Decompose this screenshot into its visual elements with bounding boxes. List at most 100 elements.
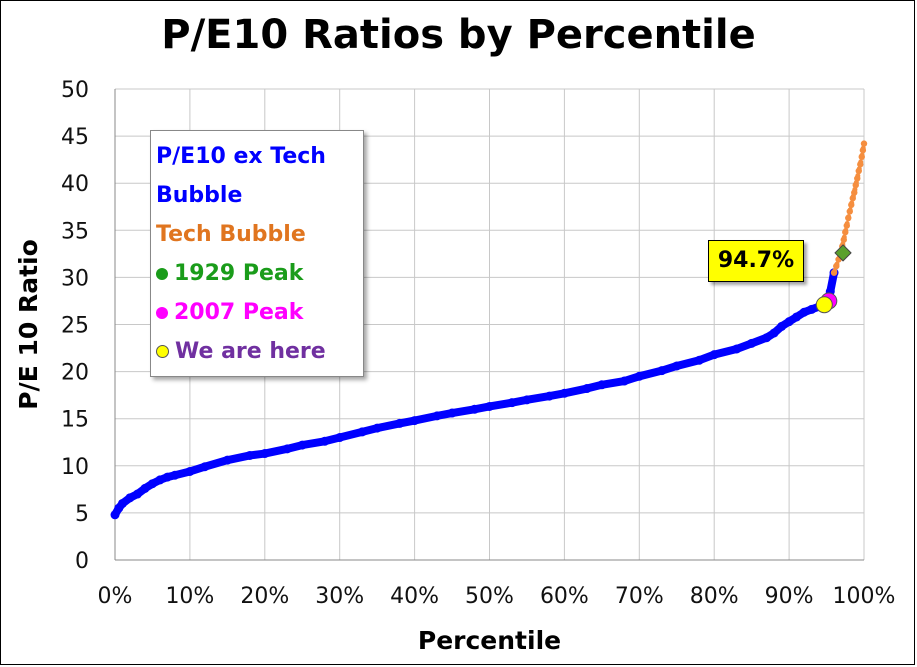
data-point: [507, 398, 517, 408]
data-point: [845, 214, 852, 222]
data-point: [859, 147, 867, 154]
data-point: [846, 208, 853, 215]
data-point: [335, 433, 345, 443]
data-point: [619, 376, 629, 386]
data-point: [848, 201, 855, 209]
y-tick-label: 50: [61, 78, 89, 103]
data-point: [747, 338, 757, 348]
data-point: [470, 404, 480, 414]
data-point: [410, 416, 420, 426]
data-point: [485, 401, 494, 411]
data-point: [833, 262, 840, 270]
legend-label-1929: 1929 Peak: [174, 261, 304, 286]
x-tick-label: 70%: [615, 584, 664, 609]
data-point: [852, 181, 859, 189]
x-tick-label: 50%: [465, 584, 514, 609]
legend-entry-2007: 2007 Peak: [156, 293, 363, 332]
x-axis-title: Percentile: [418, 626, 561, 655]
x-tick-label: 60%: [540, 584, 589, 609]
data-point: [807, 304, 817, 314]
data-point: [117, 498, 127, 508]
legend-entry-tech-bubble: Tech Bubble: [156, 215, 363, 254]
legend-entry-ex-tech: P/E10 ex Tech: [156, 137, 363, 176]
y-tick-label: 35: [61, 219, 89, 244]
peak-1929-marker: [834, 244, 852, 262]
y-tick-label: 40: [61, 172, 89, 197]
legend-label-tech-bubble: Tech Bubble: [156, 222, 306, 247]
x-tick-label: 100%: [833, 584, 896, 609]
data-point: [843, 222, 850, 229]
data-point: [170, 470, 180, 480]
data-point: [559, 388, 569, 398]
chart-title: P/E10 Ratios by Percentile: [161, 12, 756, 58]
data-point: [777, 321, 787, 331]
data-point: [432, 411, 442, 421]
data-point: [200, 462, 210, 472]
data-point: [245, 450, 255, 460]
data-point: [110, 510, 120, 520]
data-point: [282, 444, 292, 454]
data-point: [140, 483, 150, 493]
data-point: [672, 361, 682, 371]
data-point: [320, 436, 330, 446]
data-point: [842, 228, 849, 236]
data-point: [132, 489, 142, 499]
data-point: [297, 440, 307, 450]
data-point: [694, 355, 704, 365]
yellow-dot-icon: [156, 345, 169, 358]
legend: P/E10 ex Tech Bubble Tech Bubble 1929 Pe…: [150, 130, 364, 377]
data-point: [854, 175, 861, 182]
legend-label-ex-tech-line2: Bubble: [156, 183, 243, 208]
data-point: [709, 350, 719, 360]
data-point: [732, 344, 742, 354]
tick-labels: 0% 10% 20% 30% 40% 50% 60% 70% 80% 90% 100% 0 5 10 15 2…: [61, 78, 895, 609]
we-are-here-marker: [815, 296, 833, 314]
legend-entry-1929: 1929 Peak: [156, 254, 363, 293]
data-point: [657, 366, 667, 376]
data-point: [855, 167, 862, 175]
axes: [114, 89, 864, 561]
data-point: [769, 328, 779, 338]
y-tick-label: 20: [61, 361, 89, 386]
data-point: [185, 466, 195, 476]
data-point: [447, 408, 457, 418]
x-tick-label: 0%: [98, 584, 133, 609]
legend-label-ex-tech-line1: P/E10 ex Tech: [156, 144, 326, 169]
legend-entry-we-are-here: We are here: [156, 332, 363, 371]
data-point: [260, 449, 270, 459]
data-point: [357, 427, 367, 437]
x-tick-label: 30%: [315, 584, 364, 609]
y-tick-label: 0: [75, 549, 89, 574]
x-tick-label: 40%: [390, 584, 439, 609]
highlight-markers: [815, 244, 852, 314]
data-point: [830, 269, 838, 276]
data-point: [857, 161, 864, 168]
y-tick-label: 5: [75, 502, 89, 527]
y-tick-label: 15: [61, 408, 89, 433]
y-tick-label: 45: [61, 125, 89, 150]
x-tick-label: 20%: [240, 584, 289, 609]
x-tick-label: 80%: [690, 584, 739, 609]
percentile-callout: 94.7%: [708, 240, 804, 282]
data-point: [792, 312, 802, 322]
data-point: [582, 384, 592, 394]
data-point: [762, 333, 772, 343]
data-point: [840, 236, 847, 243]
legend-entry-ex-tech-cont: Bubble: [156, 176, 363, 215]
y-tick-label: 30: [61, 266, 89, 291]
green-dot-icon: [156, 267, 168, 280]
legend-label-we-are-here: We are here: [175, 339, 326, 364]
data-point: [784, 317, 794, 327]
data-point: [849, 195, 856, 202]
data-point: [851, 189, 858, 196]
data-point: [125, 493, 135, 503]
x-tick-label: 10%: [165, 584, 214, 609]
data-point: [860, 140, 868, 147]
legend-label-2007: 2007 Peak: [174, 300, 304, 325]
data-point: [799, 307, 809, 317]
data-point: [155, 475, 165, 485]
y-axis-title: P/E 10 Ratio: [14, 239, 43, 410]
data-point: [395, 418, 405, 428]
magenta-dot-icon: [156, 306, 168, 319]
